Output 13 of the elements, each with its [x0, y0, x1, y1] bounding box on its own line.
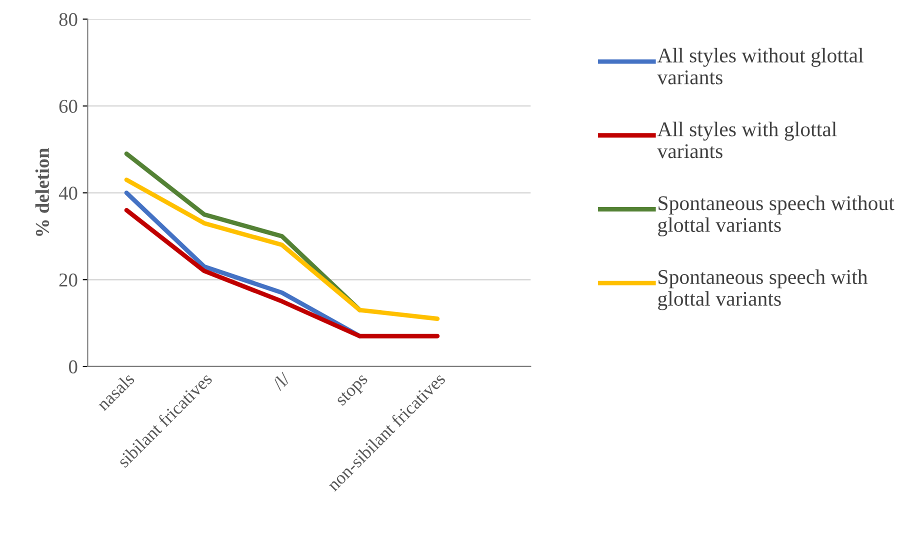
line-series — [124, 208, 440, 338]
legend-label: All styles without glottal variants — [657, 48, 864, 84]
legend-label: Spontaneous speech with glottal variants — [658, 269, 868, 310]
x-tick-label: /l/ — [271, 371, 291, 391]
y-axis-title: % deletion — [35, 148, 50, 236]
y-tick-label: 40 — [58, 186, 78, 200]
line-series — [124, 178, 440, 321]
y-tick-label: 60 — [59, 100, 78, 113]
legend-label: All styles with glottal variants — [657, 122, 837, 158]
y-tick-label: 0 — [68, 360, 78, 374]
y-tick-label: 20 — [59, 273, 78, 287]
y-tick-label: 80 — [59, 12, 78, 26]
legend-label: Spontaneous speech without glottal variants — [658, 196, 894, 236]
